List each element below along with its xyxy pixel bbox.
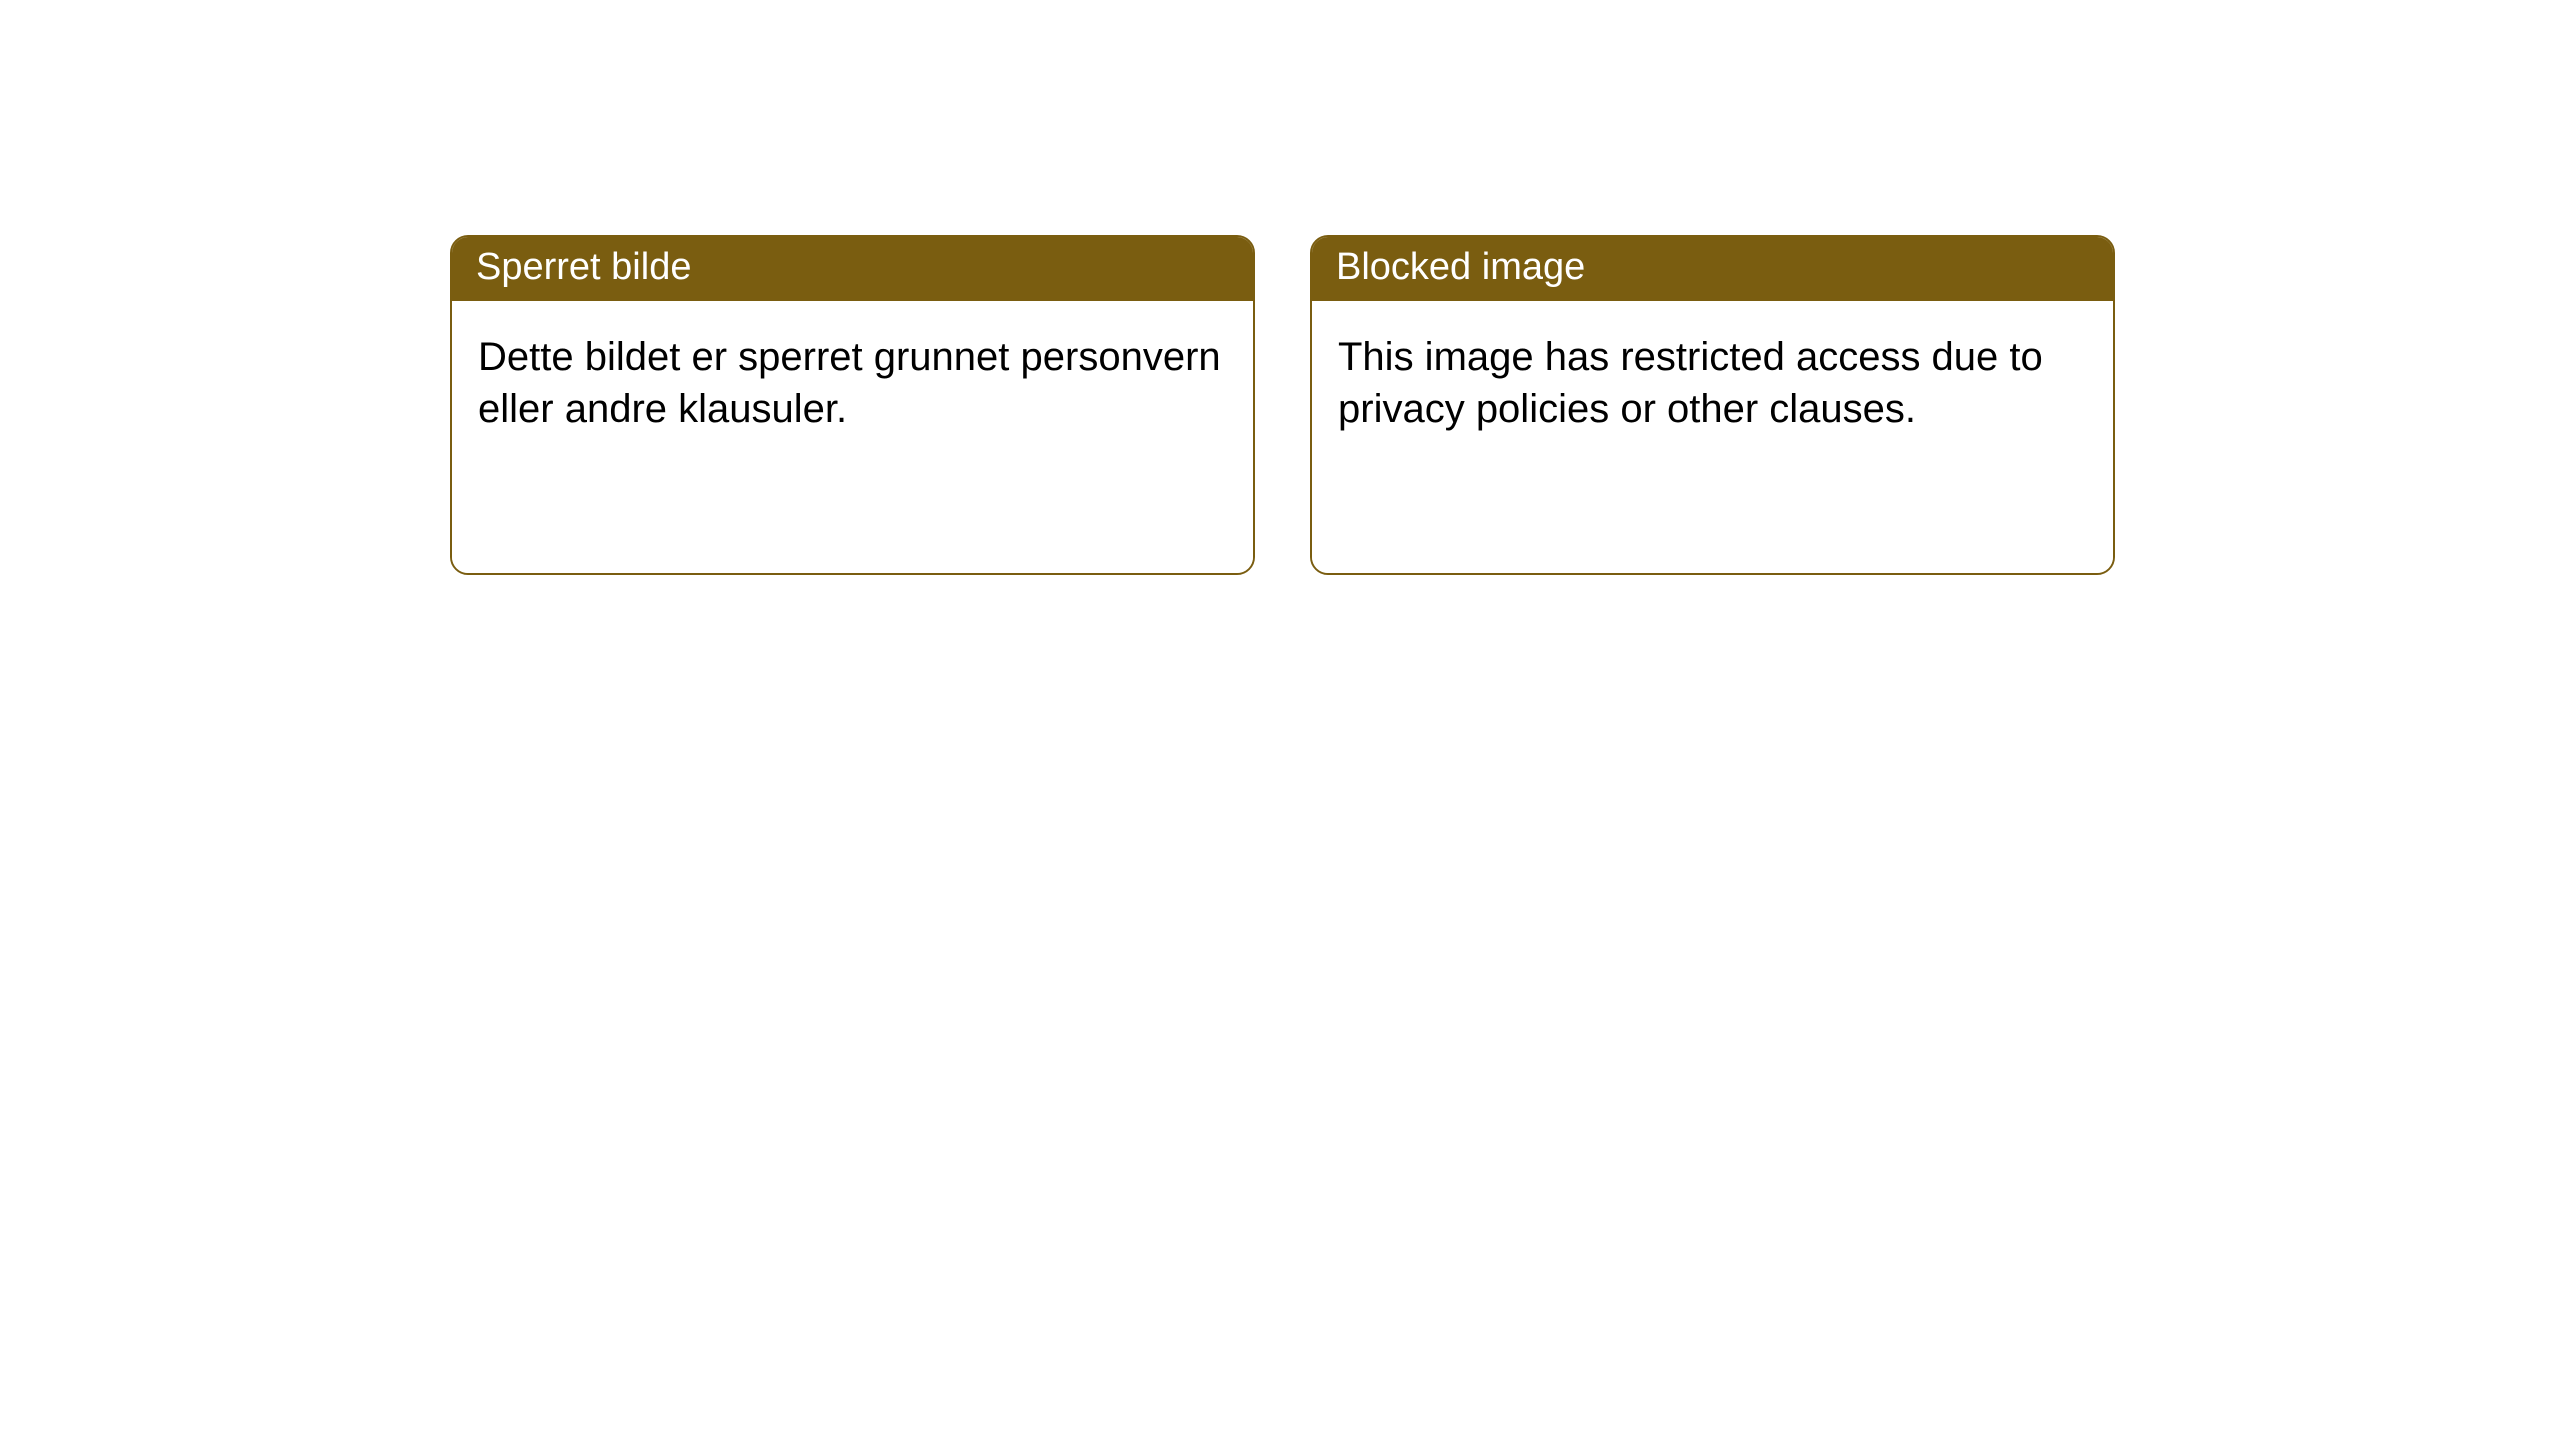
- card-body-text: This image has restricted access due to …: [1312, 301, 2113, 573]
- notice-card-english: Blocked image This image has restricted …: [1310, 235, 2115, 575]
- notice-card-container: Sperret bilde Dette bildet er sperret gr…: [450, 235, 2115, 575]
- card-title: Sperret bilde: [452, 237, 1253, 301]
- card-body-text: Dette bildet er sperret grunnet personve…: [452, 301, 1253, 573]
- notice-card-norwegian: Sperret bilde Dette bildet er sperret gr…: [450, 235, 1255, 575]
- card-title: Blocked image: [1312, 237, 2113, 301]
